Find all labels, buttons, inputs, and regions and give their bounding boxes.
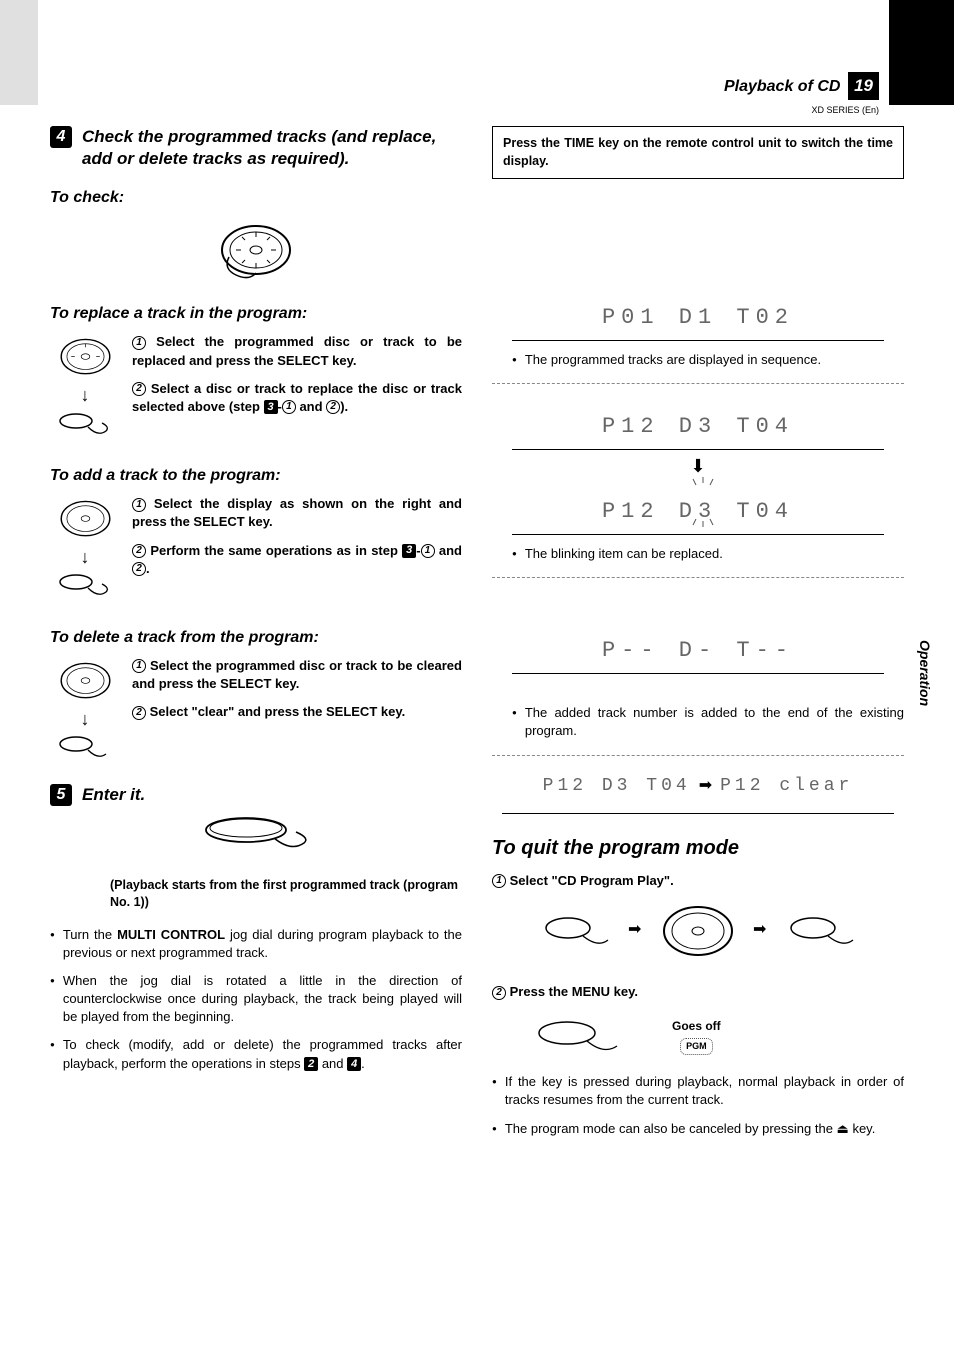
- separator: [492, 577, 904, 578]
- arrow-down-icon: ↓: [50, 545, 120, 570]
- note-bullet-2: When the jog dial is rotated a little in…: [50, 972, 462, 1027]
- left-column: 4 Check the programmed tracks (and repla…: [50, 126, 462, 1147]
- add-step2: 2 Perform the same operations as in step…: [132, 542, 462, 578]
- quit-bullet-2: The program mode can also be canceled by…: [492, 1120, 904, 1138]
- replace-step2: 2 Select a disc or track to replace the …: [132, 380, 462, 416]
- enter-caption: (Playback starts from the first programm…: [110, 877, 462, 912]
- arrow-right-icon: ➡: [699, 775, 712, 797]
- jog-dial-icon: [53, 657, 118, 707]
- lcd-display-2a: P12 D3 T04: [512, 398, 884, 450]
- svg-text:➡: ➡: [628, 921, 641, 938]
- to-add-head: To add a track to the program:: [50, 465, 462, 487]
- jog-dial-icon: [211, 217, 301, 287]
- jog-dial-icon: [53, 333, 118, 383]
- page-header: Playback of CD 19: [50, 0, 904, 100]
- button-press-icon: [58, 570, 113, 605]
- delete-step2: 2 Select "clear" and press the SELECT ke…: [132, 703, 462, 721]
- lcd1-caption: The programmed tracks are displayed in s…: [512, 351, 904, 369]
- lcd-display-4a: P12 D3 T04: [543, 770, 691, 803]
- lcd-display-2b: P12 D3 T04: [512, 483, 884, 535]
- separator: [492, 755, 904, 756]
- quit-step2: 2 Press the MENU key.: [492, 983, 904, 1001]
- quit-bullet-1: If the key is pressed during playback, n…: [492, 1073, 904, 1109]
- to-check-head: To check:: [50, 187, 462, 209]
- lcd3-caption: The added track number is added to the e…: [512, 704, 904, 740]
- button-press-icon: [58, 409, 113, 444]
- note-bullet-1: Turn the MULTI CONTROL jog dial during p…: [50, 926, 462, 962]
- lcd-display-3: P-- D- T--: [512, 622, 884, 674]
- step4-title-text: Check the programmed tracks (and replace…: [82, 126, 462, 170]
- right-column: Press the TIME key on the remote control…: [492, 126, 904, 1147]
- step4-heading: 4 Check the programmed tracks (and repla…: [50, 126, 462, 170]
- top-black-block: [889, 0, 954, 105]
- arrow-down-icon: ↓: [50, 383, 120, 408]
- section-title: Playback of CD: [724, 76, 840, 98]
- quit-step1: 1 Select "CD Program Play".: [492, 872, 904, 890]
- lcd-display-4b: P12 clear: [720, 770, 853, 803]
- button-press-icon: [532, 1011, 632, 1061]
- lcd2-caption: The blinking item can be replaced.: [512, 545, 904, 563]
- lcd-display-1: P01 D1 T02: [512, 289, 884, 341]
- blink-indicator-icon: [678, 477, 728, 527]
- pgm-indicator: PGM: [680, 1038, 713, 1055]
- quit-heading: To quit the program mode: [492, 834, 904, 862]
- arrow-down-icon: ⬇: [492, 454, 904, 479]
- side-tab-operation: Operation: [914, 640, 934, 706]
- time-key-note: Press the TIME key on the remote control…: [492, 126, 904, 179]
- arrow-down-icon: ↓: [50, 707, 120, 732]
- series-label: XD SERIES (En): [50, 104, 904, 117]
- quit-sequence-icon: ➡ ➡: [538, 898, 858, 968]
- to-delete-head: To delete a track from the program:: [50, 627, 462, 649]
- replace-step1: 1 Select the programmed disc or track to…: [132, 333, 462, 369]
- note-bullet-3: To check (modify, add or delete) the pro…: [50, 1036, 462, 1072]
- eject-icon: [837, 1121, 849, 1136]
- separator: [492, 383, 904, 384]
- add-step1: 1 Select the display as shown on the rig…: [132, 495, 462, 531]
- step-badge-4: 4: [50, 126, 72, 148]
- replace-row: ↓ 1 Select the programmed disc or track …: [50, 333, 462, 448]
- goes-off-label: Goes off: [672, 1018, 721, 1035]
- delete-step1: 1 Select the programmed disc or track to…: [132, 657, 462, 693]
- delete-row: ↓ 1 Select the programmed disc or track …: [50, 657, 462, 772]
- step5-heading: 5 Enter it.: [50, 784, 462, 806]
- page-number: 19: [848, 72, 879, 100]
- svg-text:➡: ➡: [753, 921, 766, 938]
- step5-title-text: Enter it.: [82, 784, 462, 806]
- to-replace-head: To replace a track in the program:: [50, 303, 462, 325]
- add-row: ↓ 1 Select the display as shown on the r…: [50, 495, 462, 610]
- button-press-icon: [196, 810, 316, 865]
- top-gray-bar: [0, 0, 38, 105]
- button-press-icon: [58, 732, 113, 767]
- step-badge-5: 5: [50, 784, 72, 806]
- jog-dial-icon: [53, 495, 118, 545]
